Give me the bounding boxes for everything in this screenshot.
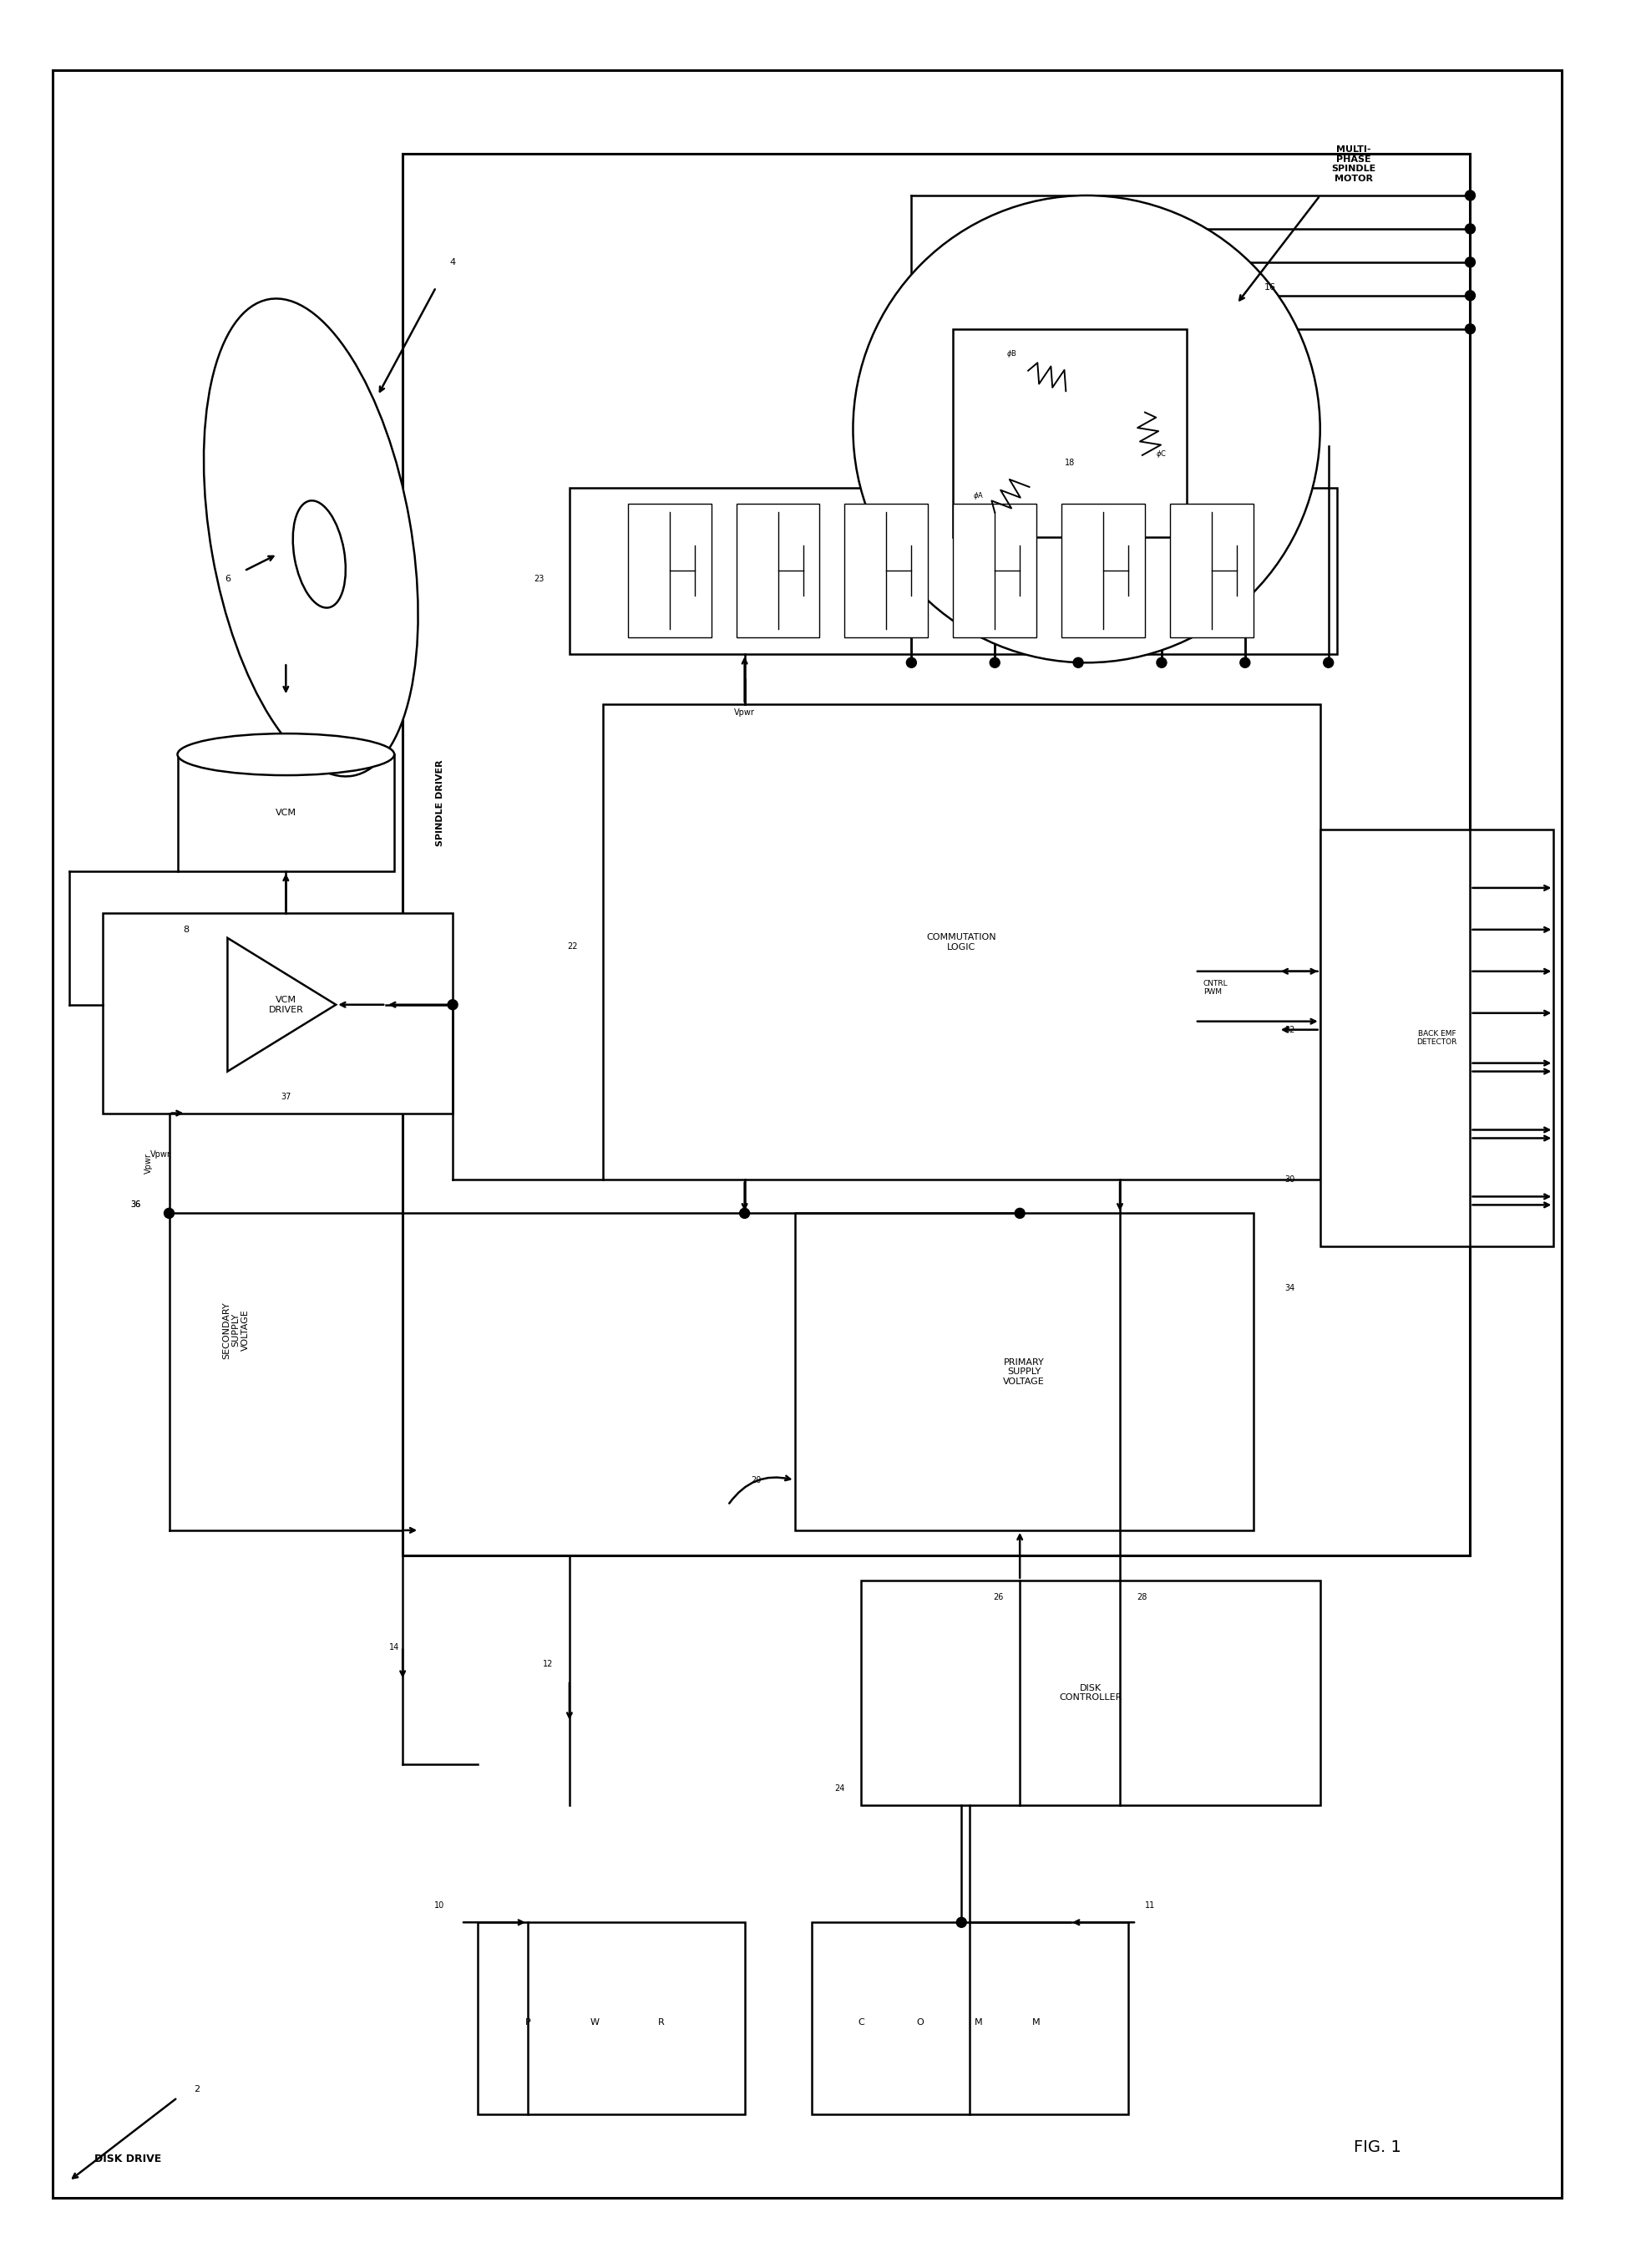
Bar <box>1169 503 1253 637</box>
Text: VCM
DRIVER: VCM DRIVER <box>269 996 303 1014</box>
Text: P: P <box>525 2019 530 2028</box>
Text: C: C <box>858 2019 864 2028</box>
Bar <box>1319 830 1554 1247</box>
Circle shape <box>1465 191 1474 200</box>
Text: FIG. 1: FIG. 1 <box>1354 2139 1401 2155</box>
Bar <box>953 503 1037 637</box>
Text: SPINDLE DRIVER: SPINDLE DRIVER <box>435 760 444 846</box>
Bar <box>603 705 1319 1179</box>
Text: 6: 6 <box>225 576 230 583</box>
Text: 32: 32 <box>1285 1025 1295 1034</box>
Circle shape <box>447 1000 458 1009</box>
Text: Vpwr: Vpwr <box>150 1150 171 1159</box>
Polygon shape <box>227 939 336 1070</box>
Text: 2: 2 <box>194 2084 201 2093</box>
Bar <box>628 503 711 637</box>
Text: 10: 10 <box>434 1901 444 1910</box>
Text: 14: 14 <box>390 1642 400 1651</box>
Text: SECONDARY
SUPPLY
VOLTAGE: SECONDARY SUPPLY VOLTAGE <box>222 1302 250 1359</box>
Bar <box>861 1581 1319 1805</box>
Circle shape <box>1073 658 1083 667</box>
Bar <box>736 503 820 637</box>
Bar <box>403 154 1470 1556</box>
Text: $\phi$B: $\phi$B <box>1006 349 1016 358</box>
Text: O: O <box>917 2019 923 2028</box>
Bar <box>811 1923 1129 2114</box>
Circle shape <box>990 658 1000 667</box>
Text: 23: 23 <box>533 576 545 583</box>
Circle shape <box>1014 1209 1024 1218</box>
Text: W: W <box>590 2019 599 2028</box>
Text: 11: 11 <box>1145 1901 1155 1910</box>
Text: R: R <box>657 2019 664 2028</box>
Text: BACK EMF
DETECTOR: BACK EMF DETECTOR <box>1417 1030 1456 1046</box>
Circle shape <box>1323 658 1334 667</box>
Circle shape <box>956 1916 967 1928</box>
Bar <box>103 914 453 1114</box>
Text: 36: 36 <box>130 1200 140 1209</box>
Text: 24: 24 <box>835 1785 845 1794</box>
Text: 37: 37 <box>281 1093 290 1100</box>
Text: 8: 8 <box>183 925 189 934</box>
Text: 20: 20 <box>750 1476 762 1483</box>
Text: CNTRL
PWM: CNTRL PWM <box>1204 980 1228 996</box>
Bar <box>845 503 928 637</box>
Text: 34: 34 <box>1285 1284 1295 1293</box>
Text: Vpwr: Vpwr <box>734 708 755 717</box>
Text: 26: 26 <box>993 1592 1003 1601</box>
Bar <box>794 1213 1253 1531</box>
Text: 30: 30 <box>1285 1175 1295 1184</box>
Circle shape <box>1240 658 1249 667</box>
Text: 12: 12 <box>543 1660 553 1667</box>
Text: VCM: VCM <box>276 810 297 816</box>
Bar <box>478 1923 745 2114</box>
Bar <box>569 488 1337 653</box>
Circle shape <box>1465 225 1474 234</box>
Text: 18: 18 <box>1065 458 1075 467</box>
Bar <box>1062 503 1145 637</box>
Text: $\phi$A: $\phi$A <box>972 490 983 501</box>
Text: M: M <box>974 2019 982 2028</box>
Bar <box>178 755 395 871</box>
Circle shape <box>1156 658 1166 667</box>
Circle shape <box>907 658 917 667</box>
Circle shape <box>1465 256 1474 268</box>
Text: 16: 16 <box>1264 284 1275 290</box>
Text: 28: 28 <box>1137 1592 1147 1601</box>
Text: 36: 36 <box>130 1200 140 1209</box>
Text: $\phi$C: $\phi$C <box>1156 449 1168 460</box>
Ellipse shape <box>178 733 395 776</box>
Circle shape <box>165 1209 175 1218</box>
Circle shape <box>1465 290 1474 302</box>
Bar <box>953 329 1187 538</box>
Text: MULTI-
PHASE
SPINDLE
MOTOR: MULTI- PHASE SPINDLE MOTOR <box>1331 145 1375 184</box>
Text: PRIMARY
SUPPLY
VOLTAGE: PRIMARY SUPPLY VOLTAGE <box>1003 1359 1045 1386</box>
Text: DISK DRIVE: DISK DRIVE <box>95 2152 161 2164</box>
Circle shape <box>1465 324 1474 333</box>
Text: M: M <box>1032 2019 1041 2028</box>
Text: 22: 22 <box>568 941 577 950</box>
Text: DISK
CONTROLLER: DISK CONTROLLER <box>1059 1683 1122 1701</box>
Text: Vpwr: Vpwr <box>144 1152 152 1173</box>
Circle shape <box>853 195 1319 662</box>
Circle shape <box>739 1209 750 1218</box>
Text: 4: 4 <box>450 259 455 265</box>
Ellipse shape <box>294 501 346 608</box>
Ellipse shape <box>204 299 418 776</box>
Text: COMMUTATION
LOGIC: COMMUTATION LOGIC <box>926 932 997 950</box>
